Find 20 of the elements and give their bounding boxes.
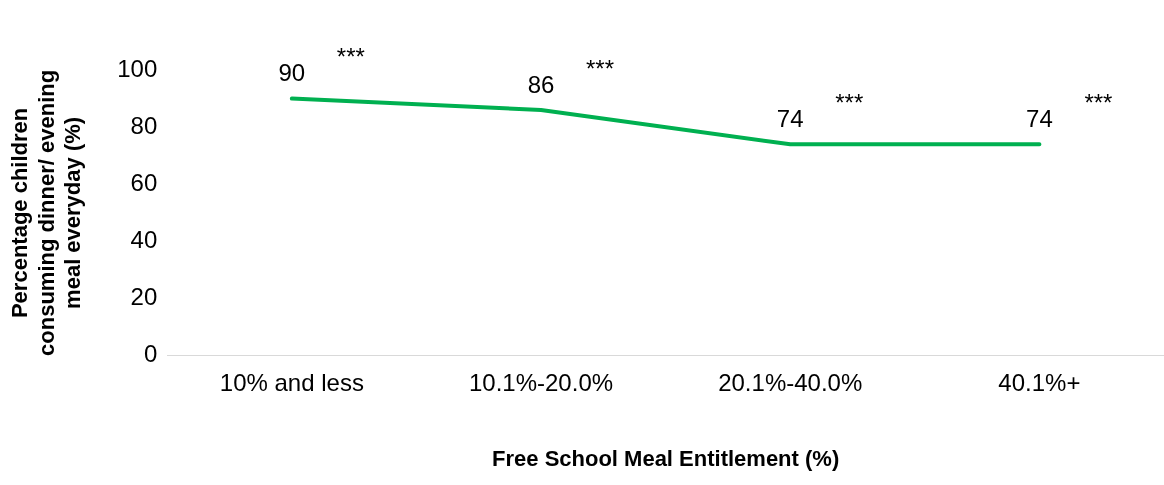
data-label: 90 xyxy=(278,59,306,87)
x-tick-label: 40.1%+ xyxy=(998,368,1081,396)
x-axis-title: Free School Meal Entitlement (%) xyxy=(492,445,840,471)
data-label: 86 xyxy=(527,70,555,98)
y-tick-label: 80 xyxy=(130,111,158,139)
x-tick-label: 10% and less xyxy=(219,368,364,396)
y-tick-label: 40 xyxy=(130,226,158,254)
y-tick-label: 60 xyxy=(130,168,158,196)
x-tick-label: 20.1%-40.0% xyxy=(718,368,863,396)
annotation: *** xyxy=(835,88,864,116)
y-tick-label: 0 xyxy=(143,340,158,368)
annotation: *** xyxy=(586,54,615,82)
annotation: *** xyxy=(336,43,365,71)
data-label: 74 xyxy=(1026,104,1053,132)
y-tick-label: 100 xyxy=(117,54,158,82)
y-tick-label: 20 xyxy=(130,283,158,311)
x-tick-label: 10.1%-20.0% xyxy=(468,368,614,396)
data-label: 74 xyxy=(776,104,804,132)
annotation: *** xyxy=(1084,88,1113,116)
y-axis-title: Percentage children consuming dinner/ evening meal everyday (%) xyxy=(7,69,86,356)
